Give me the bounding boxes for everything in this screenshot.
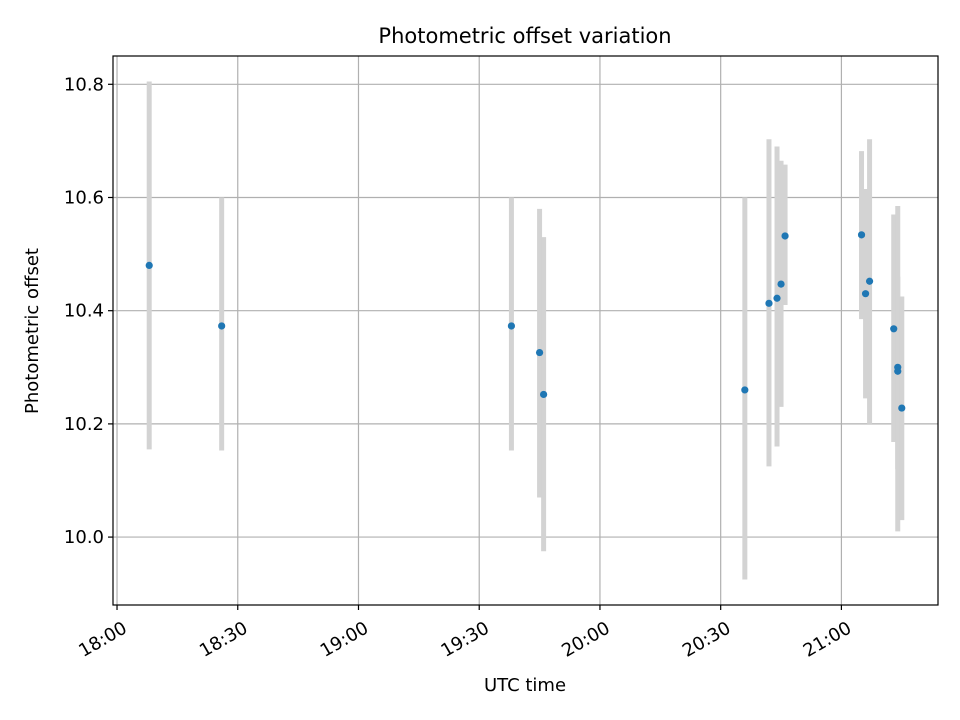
data-point bbox=[773, 294, 781, 302]
data-point bbox=[535, 348, 544, 357]
data-point bbox=[861, 290, 870, 298]
data-point bbox=[765, 299, 773, 307]
data-point bbox=[777, 280, 785, 288]
x-axis-label: UTC time bbox=[484, 675, 566, 696]
grid-lines bbox=[113, 56, 938, 605]
data-point bbox=[781, 232, 789, 240]
data-point bbox=[218, 322, 226, 330]
y-axis-label: Photometric offset bbox=[22, 248, 43, 414]
data-point bbox=[890, 325, 898, 333]
y-axis-ticks: 10.0 10.2 10.4 10.6 10.8 bbox=[64, 74, 113, 548]
data-point bbox=[741, 386, 749, 394]
plot-frame bbox=[112, 55, 939, 606]
y-tick-label: 10.2 bbox=[64, 414, 104, 435]
data-point bbox=[857, 231, 866, 239]
data-points bbox=[145, 231, 906, 412]
chart-title: Photometric offset variation bbox=[378, 24, 671, 48]
y-tick-label: 10.4 bbox=[64, 301, 104, 322]
data-point bbox=[865, 277, 874, 285]
y-tick-label: 10.0 bbox=[64, 527, 104, 548]
y-tick-label: 10.6 bbox=[64, 187, 104, 208]
y-tick-label: 10.8 bbox=[64, 74, 104, 95]
data-point bbox=[894, 367, 902, 375]
data-point bbox=[507, 322, 516, 330]
data-point bbox=[145, 261, 153, 270]
data-point bbox=[540, 390, 548, 399]
data-point bbox=[898, 404, 906, 412]
